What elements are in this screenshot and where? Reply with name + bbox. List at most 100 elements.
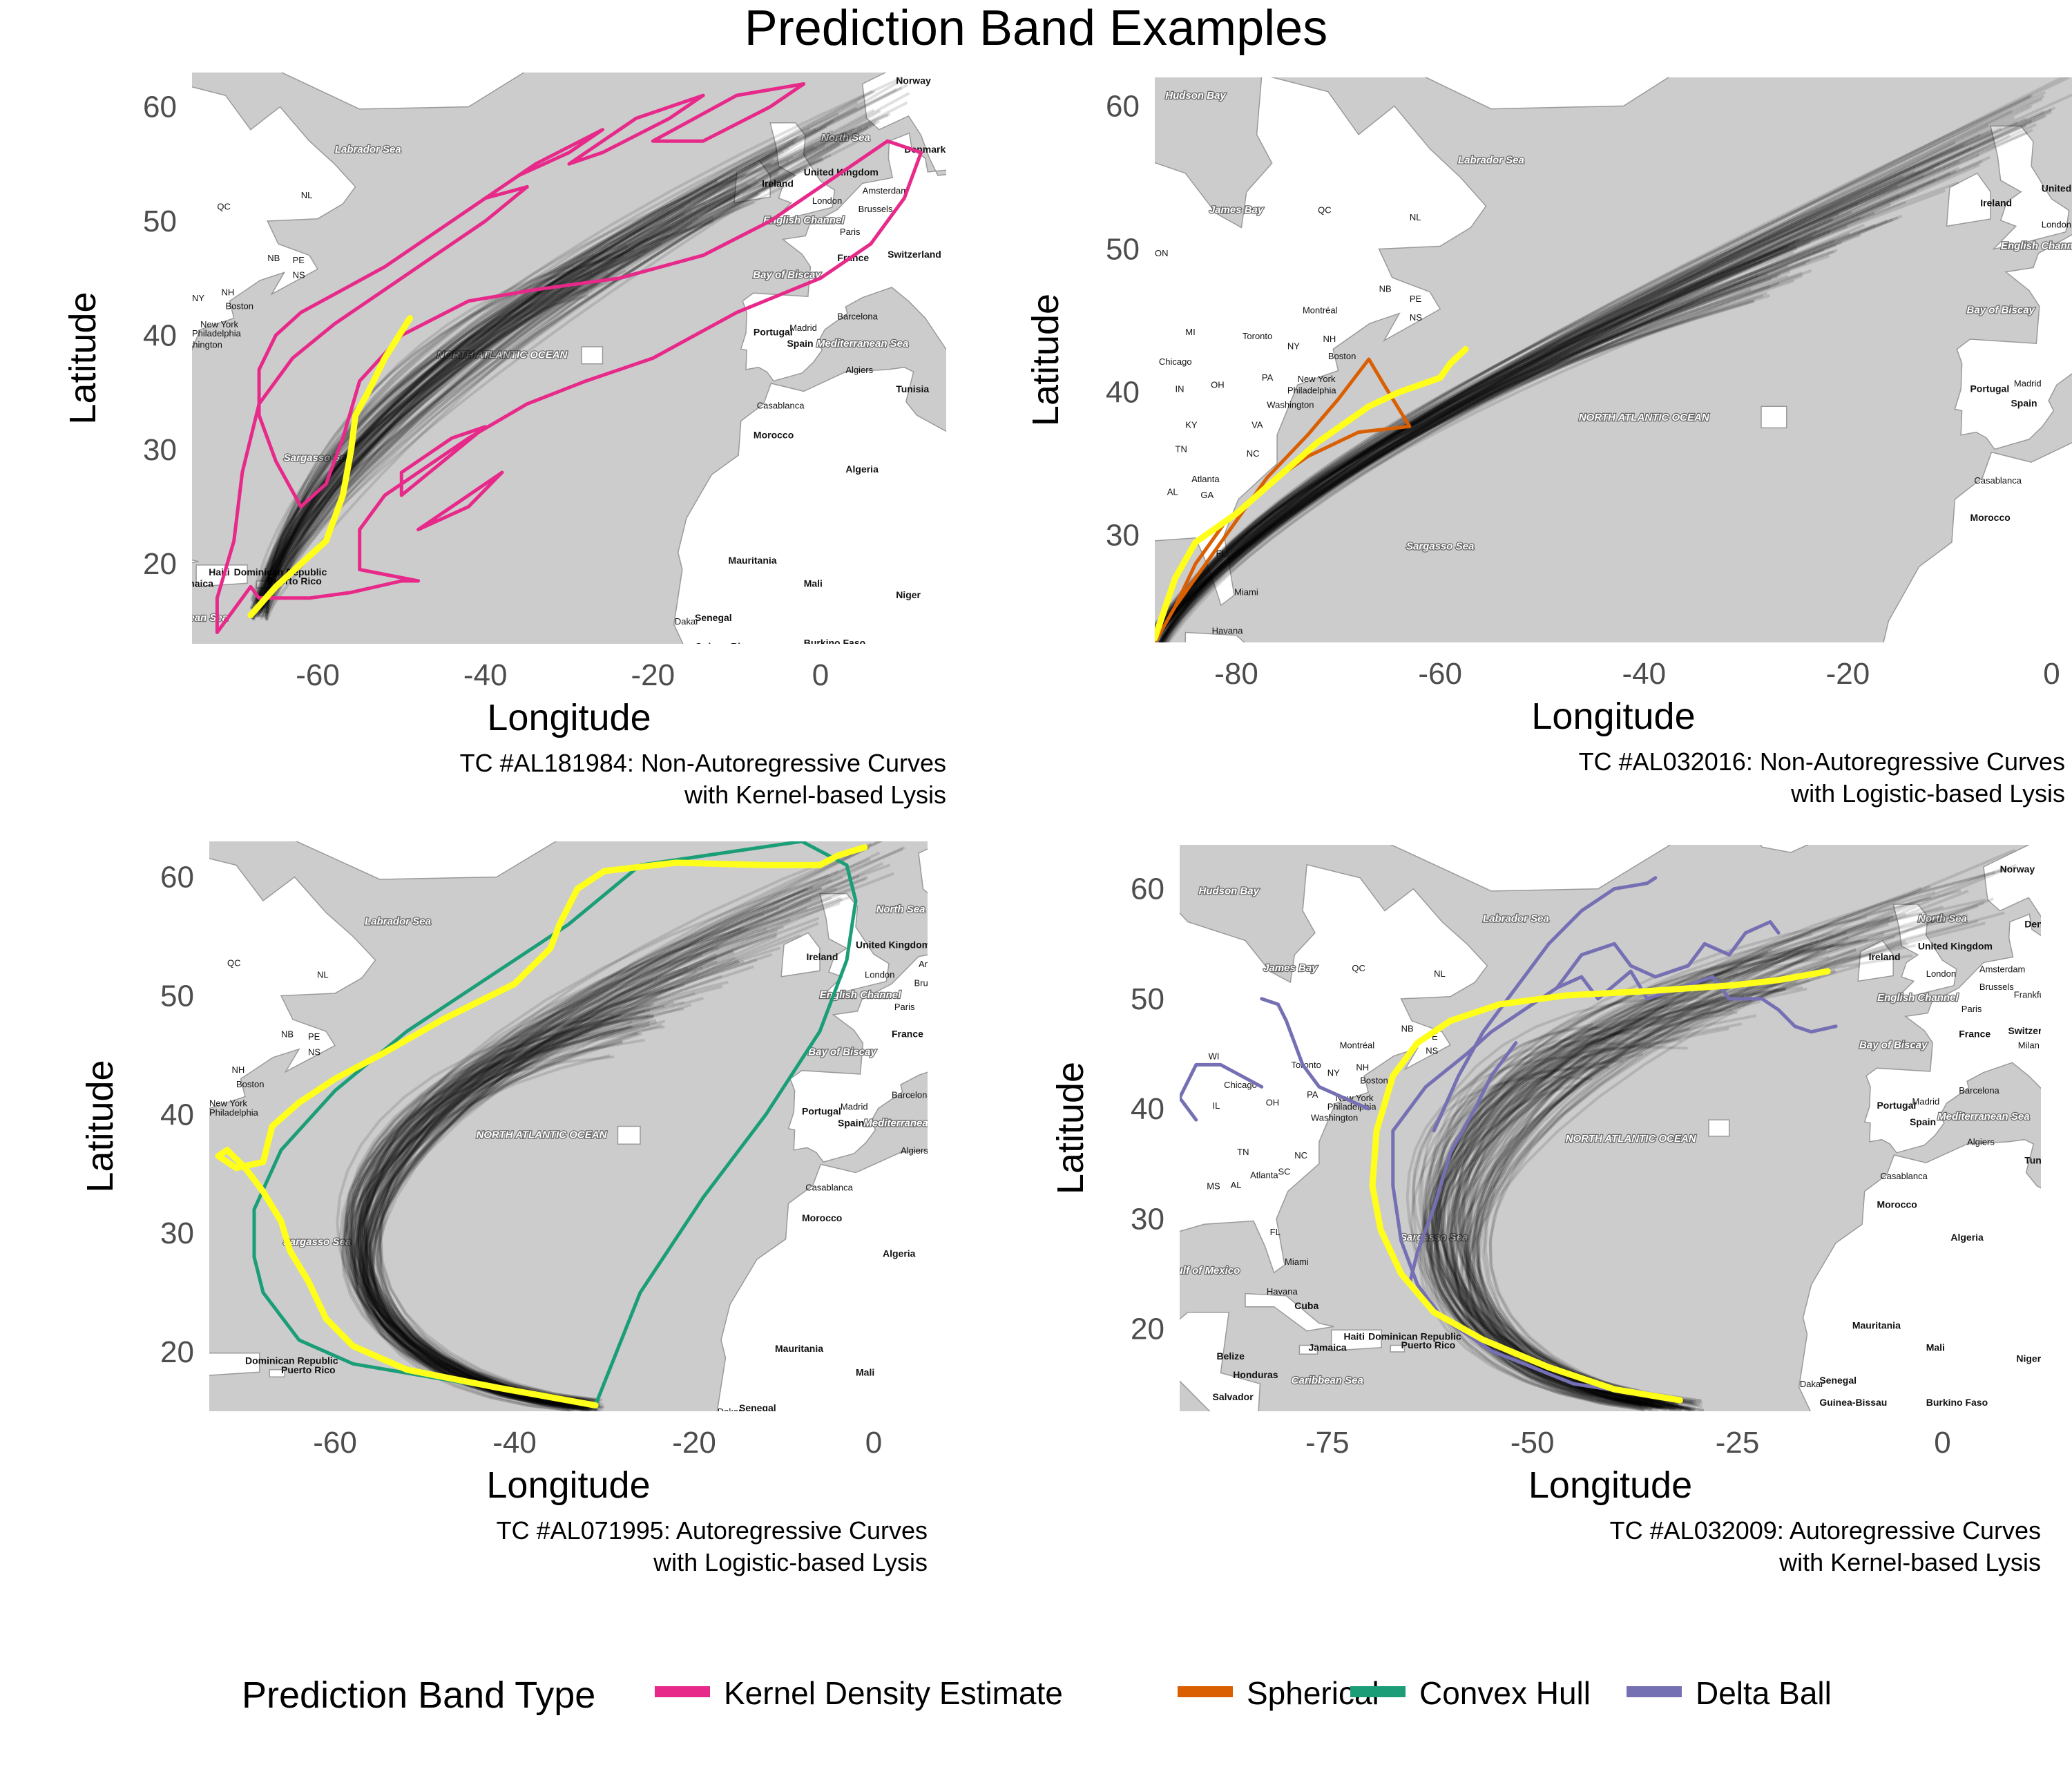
place-label: Boston <box>1360 1076 1388 1086</box>
ensemble-track <box>363 980 729 1410</box>
place-label: Senegal <box>739 1402 776 1413</box>
ensemble-track <box>1451 969 1734 1403</box>
place-label: Algiers <box>1967 1137 1995 1147</box>
place-label: FL <box>1216 548 1227 559</box>
land-mass <box>1424 77 1670 110</box>
place-label: Spain <box>2011 397 2037 408</box>
land-mass <box>1180 863 1488 1274</box>
place-label: Denmark <box>2024 918 2066 929</box>
prediction-band <box>1555 920 1781 990</box>
ensemble-track <box>370 877 867 1407</box>
place-label: Dakar <box>1800 1379 1824 1389</box>
place-label: Labrador Sea <box>335 144 401 155</box>
place-label: Boston <box>236 1079 264 1089</box>
ensemble-track <box>1155 216 1899 638</box>
place-label: FL <box>1270 1227 1280 1237</box>
ensemble-track <box>1155 216 1861 636</box>
ensemble-track <box>1160 169 1957 642</box>
place-label: NS <box>308 1047 320 1057</box>
place-label: TN <box>1176 444 1187 455</box>
place-label: WI <box>1209 1051 1220 1061</box>
ensemble-track <box>1457 969 1836 1406</box>
y-tick-label: 50 <box>160 979 194 1013</box>
place-label: James Bay <box>1263 962 1318 974</box>
ensemble-track <box>1160 160 1983 642</box>
place-label: Amsterdam <box>919 959 964 969</box>
ensemble-track <box>1450 939 1819 1407</box>
ensemble-track <box>1467 917 1890 1410</box>
ensemble-track <box>1155 239 1836 642</box>
x-tick-label: -20 <box>672 1426 716 1460</box>
ensemble-track <box>1429 923 1889 1406</box>
ensemble-track <box>262 112 839 609</box>
ensemble-track <box>253 109 881 616</box>
place-label: Labrador Sea <box>1458 154 1524 166</box>
place-label: SC <box>1278 1167 1291 1177</box>
prediction-band <box>651 82 806 143</box>
place-label: Norway <box>2000 863 2035 875</box>
ensemble-track <box>1155 167 1935 639</box>
ensemble-track <box>1155 129 1993 642</box>
place-label: Niger <box>2016 1353 2041 1364</box>
place-label: NS <box>1426 1046 1438 1056</box>
x-tick-label: -60 <box>313 1426 357 1460</box>
prediction-band <box>215 139 923 634</box>
place-label: English Channel <box>1877 992 1959 1004</box>
ensemble-track <box>371 898 812 1406</box>
place-label: Mali <box>804 577 823 589</box>
ensemble-track <box>364 870 839 1403</box>
ensemble-track <box>1434 995 1700 1406</box>
x-tick-label: 0 <box>2043 657 2060 691</box>
ensemble-track <box>260 169 801 607</box>
ensemble-track <box>374 875 844 1407</box>
ensemble-track <box>374 842 872 1407</box>
y-tick-label: 40 <box>160 1098 194 1132</box>
place-label: Jamaica <box>175 577 213 589</box>
ensemble-track <box>362 928 742 1402</box>
ensemble-track <box>260 135 800 608</box>
ensemble-track <box>358 946 720 1403</box>
land-mass <box>615 32 707 70</box>
place-label: NB <box>1379 284 1392 294</box>
ensemble-track <box>1157 189 1917 642</box>
ensemble-track <box>1430 957 1778 1410</box>
ensemble-track <box>368 875 869 1404</box>
ensemble-track <box>1435 979 1810 1411</box>
ensemble-track <box>259 254 624 618</box>
place-label: PE <box>308 1031 320 1042</box>
ensemble-track <box>257 158 774 618</box>
ensemble-track <box>355 933 778 1409</box>
ensemble-track <box>1155 141 1956 638</box>
ensemble-track <box>1155 94 2033 637</box>
land-mass <box>1760 845 1810 853</box>
place-label: North Sea <box>876 904 925 915</box>
ensemble-track <box>1155 170 1921 642</box>
legend-item: Delta Ball <box>1627 1675 1832 1711</box>
ensemble-track <box>367 886 814 1402</box>
panel-caption: with Kernel-based Lysis <box>684 781 946 809</box>
ensemble-track <box>1472 918 1938 1406</box>
ensemble-track <box>369 886 823 1403</box>
ensemble-track <box>258 90 874 600</box>
ensemble-track <box>1160 229 1817 642</box>
x-axis-label: Longitude <box>487 697 651 738</box>
ensemble-track <box>262 268 592 613</box>
ensemble-track <box>1161 121 2018 640</box>
place-label: Bay of Biscay <box>753 269 821 281</box>
observed-track <box>215 844 868 1409</box>
place-label: Boston <box>1328 351 1356 361</box>
place-label: Algeria <box>845 464 879 475</box>
ensemble-track <box>1157 116 2015 642</box>
land-mass <box>209 1353 260 1376</box>
land-mass <box>1073 657 1204 821</box>
ensemble-track <box>361 1023 662 1401</box>
place-label: Chicago <box>1159 356 1192 367</box>
ensemble-track <box>264 150 785 614</box>
ensemble-track <box>250 182 749 611</box>
ensemble-track <box>1429 942 1909 1411</box>
ensemble-track <box>1155 249 1838 639</box>
ensemble-track <box>265 227 688 606</box>
ensemble-track <box>1421 980 1752 1408</box>
place-label: Chicago <box>1224 1080 1257 1090</box>
ensemble-track <box>1468 940 1906 1409</box>
